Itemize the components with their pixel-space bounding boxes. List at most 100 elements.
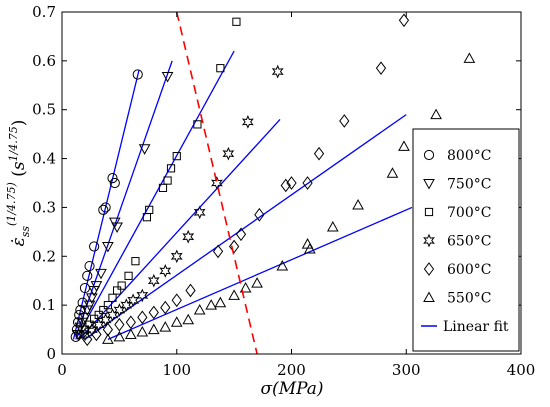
data-point-2-11 xyxy=(131,257,140,266)
legend-label-2: 700°C xyxy=(447,205,491,221)
data-point-5-20 xyxy=(398,140,410,151)
y-tick-label: 0.5 xyxy=(32,101,56,119)
data-point-5-19 xyxy=(386,167,399,178)
data-point-4-20 xyxy=(398,13,410,28)
data-point-5-18 xyxy=(352,198,364,210)
data-point-0-14 xyxy=(132,69,143,80)
data-point-1-6 xyxy=(85,293,98,304)
data-point-4-15 xyxy=(286,176,297,190)
data-point-5-10 xyxy=(214,296,227,308)
plot-data-layer xyxy=(70,11,476,355)
data-point-4-14 xyxy=(280,178,291,193)
data-point-4-9 xyxy=(185,283,196,298)
data-point-3-17 xyxy=(271,64,284,79)
data-point-0-7 xyxy=(82,270,93,281)
data-point-5-1 xyxy=(113,330,126,342)
data-point-2-7 xyxy=(108,293,117,302)
data-point-4-19 xyxy=(375,61,387,76)
x-tick-label: 100 xyxy=(162,361,191,379)
legend-label-fit: Linear fit xyxy=(443,319,509,335)
data-point-1-8 xyxy=(90,281,103,292)
data-point-2-19 xyxy=(216,64,225,73)
data-point-0-9 xyxy=(89,241,100,252)
data-point-0-12 xyxy=(107,173,118,184)
x-tick-label: 200 xyxy=(277,361,306,379)
data-point-2-5 xyxy=(99,305,108,315)
data-point-2-18 xyxy=(193,120,202,129)
data-point-1-12 xyxy=(111,222,123,234)
fit-line-1 xyxy=(75,60,173,338)
data-point-2-13 xyxy=(145,205,154,214)
data-point-5-6 xyxy=(170,316,183,327)
data-point-4-10 xyxy=(212,244,224,259)
y-tick-label: 0.7 xyxy=(32,3,56,21)
fit-line-5 xyxy=(107,206,413,340)
data-point-5-3 xyxy=(136,325,149,337)
data-point-3-13 xyxy=(193,205,206,220)
data-point-5-8 xyxy=(193,303,206,315)
data-point-5-5 xyxy=(159,321,172,332)
y-tick-label: 0.1 xyxy=(32,296,56,314)
data-point-2-6 xyxy=(103,301,113,310)
data-point-5-14 xyxy=(276,260,289,271)
data-point-2-14 xyxy=(158,183,168,192)
data-point-5-22 xyxy=(463,52,476,63)
data-point-0-13 xyxy=(109,177,120,189)
legend-label-5: 550°C xyxy=(447,291,491,307)
data-point-4-6 xyxy=(148,305,159,320)
legend-marker-1 xyxy=(423,179,435,190)
data-point-4-8 xyxy=(171,293,182,308)
dashed-boundary-line xyxy=(175,11,258,355)
data-point-4-2 xyxy=(102,322,114,337)
y-tick-label: 0.6 xyxy=(32,52,56,70)
legend-label-3: 650°C xyxy=(447,234,491,250)
data-point-5-21 xyxy=(430,108,442,120)
data-point-2-8 xyxy=(112,286,122,295)
data-point-1-10 xyxy=(102,242,114,253)
fit-line-4 xyxy=(84,114,407,340)
data-point-3-8 xyxy=(136,288,149,303)
legend-marker-0 xyxy=(423,149,435,161)
x-axis-label: σ(MPa) xyxy=(260,379,323,399)
data-point-5-2 xyxy=(125,328,137,339)
data-point-3-12 xyxy=(182,229,195,244)
legend-marker-4 xyxy=(423,262,435,276)
y-tick-label: 0.4 xyxy=(32,150,56,168)
data-point-4-16 xyxy=(302,176,313,190)
data-point-2-16 xyxy=(166,164,176,173)
data-point-0-2 xyxy=(72,317,84,328)
legend-label-4: 600°C xyxy=(447,262,491,278)
axis-ticks: 0 100 200 300 400 0 0.1 0.2 0.3 0.4 0.5 0.6 0.7 xyxy=(32,3,535,379)
data-point-5-17 xyxy=(326,220,339,232)
data-point-4-7 xyxy=(160,300,171,315)
data-point-2-9 xyxy=(117,281,126,290)
data-point-2-15 xyxy=(163,176,172,185)
y-axis-label: ε̇ss(1/4.75) (s1/4.75) xyxy=(5,120,32,247)
data-point-0-11 xyxy=(100,202,111,213)
data-point-5-12 xyxy=(239,282,252,293)
legend-marker-3 xyxy=(423,233,435,248)
legend-marker-5 xyxy=(423,291,435,302)
data-point-1-9 xyxy=(95,268,107,280)
data-point-2-0 xyxy=(76,330,85,339)
data-point-4-0 xyxy=(82,332,93,347)
data-point-3-16 xyxy=(241,115,254,129)
data-point-4-18 xyxy=(339,114,350,128)
data-point-0-8 xyxy=(84,260,95,272)
data-point-0-10 xyxy=(98,204,109,215)
data-point-1-3 xyxy=(79,312,91,324)
data-point-4-3 xyxy=(114,317,125,332)
fit-line-2 xyxy=(75,50,235,340)
fit-line-0 xyxy=(72,70,140,340)
data-point-5-11 xyxy=(228,289,240,300)
data-point-4-4 xyxy=(125,315,136,330)
data-point-4-5 xyxy=(137,310,148,325)
fit-line-3 xyxy=(78,119,281,340)
legend-label-1: 750°C xyxy=(447,177,491,193)
data-point-2-17 xyxy=(172,152,181,161)
data-point-2-10 xyxy=(124,271,133,280)
legend-box xyxy=(412,128,520,352)
data-point-5-7 xyxy=(182,313,195,325)
data-point-5-13 xyxy=(251,277,263,288)
